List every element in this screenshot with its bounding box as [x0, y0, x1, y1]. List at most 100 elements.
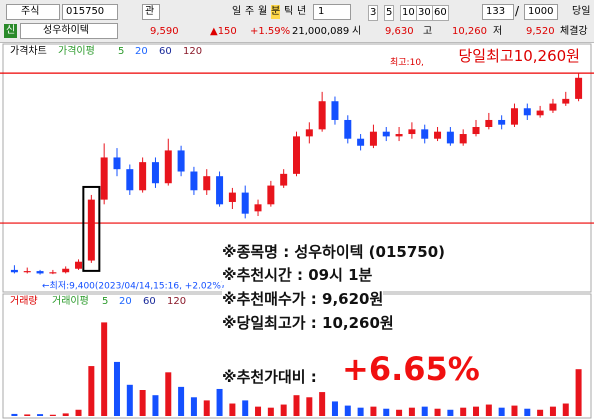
candle-body — [113, 157, 121, 170]
volume-bar — [562, 403, 569, 416]
volume-bar — [62, 413, 69, 416]
period-button[interactable]: 년 — [297, 6, 307, 17]
volume-bar — [113, 361, 120, 416]
volume-bar — [11, 413, 18, 416]
max: 1000 — [528, 6, 554, 17]
candle-body — [382, 131, 390, 137]
volume-bar — [75, 409, 82, 416]
candle-body — [331, 101, 339, 120]
overlay-line: ※추천매수가 : 9,620원 — [222, 288, 384, 309]
candle-body — [459, 134, 467, 144]
volume-bar — [383, 408, 390, 416]
low-label: 저 — [493, 26, 503, 37]
volume-bar — [293, 395, 300, 416]
candle-body — [75, 261, 83, 269]
today-checkbox[interactable]: 당일 — [572, 6, 591, 17]
volume-bar — [152, 395, 159, 416]
volume-bar — [485, 404, 492, 416]
high-marker: 최고:10, — [390, 57, 424, 68]
volume-bar — [280, 404, 287, 416]
volume-bar — [37, 414, 44, 416]
overlay-line: ※추천가대비 : — [222, 366, 317, 387]
candle-body — [280, 173, 288, 186]
candle-body — [126, 169, 134, 191]
period-button[interactable]: 분 — [271, 5, 281, 19]
menu-button[interactable]: 관 — [142, 4, 160, 20]
candle-body — [254, 204, 262, 212]
candle-body — [523, 108, 531, 116]
candle-body — [446, 131, 454, 144]
volume-ma-period: 60 — [143, 296, 156, 307]
interval-button[interactable]: 60 — [432, 5, 449, 21]
period-button[interactable]: 틱 — [284, 6, 294, 17]
candle-body — [23, 271, 31, 273]
unit: 1 — [318, 6, 325, 17]
slash: / — [515, 4, 520, 18]
candle-body — [190, 171, 198, 191]
candle-body — [485, 119, 493, 127]
volume-bar — [88, 366, 95, 416]
low: 9,520 — [526, 26, 555, 37]
candle-body — [267, 185, 275, 205]
code: 015750 — [66, 6, 105, 17]
count-input[interactable]: 133 — [482, 4, 514, 20]
market-select[interactable]: 주식 — [6, 4, 60, 20]
candle-body — [305, 129, 313, 137]
volume-bar — [229, 403, 236, 416]
volume-bar — [460, 407, 467, 416]
tab[interactable]: 체결강 — [560, 26, 588, 37]
volume-bar — [396, 409, 403, 416]
unit-select[interactable]: 1 — [313, 4, 351, 20]
volume-bar — [126, 384, 133, 416]
period-button[interactable]: 일 — [232, 6, 242, 17]
stock-name: 성우하이텍 — [43, 25, 89, 36]
ma-period: 5 — [118, 46, 124, 57]
volume-bar — [216, 388, 223, 416]
volume-bar — [178, 386, 185, 416]
volume-bar — [49, 414, 56, 416]
volume-bar — [498, 407, 505, 416]
volume-bar — [203, 400, 210, 416]
volume-bar — [306, 397, 313, 416]
volume-bar — [267, 407, 274, 416]
volume-bar — [344, 405, 351, 416]
badge: 신 — [4, 24, 18, 38]
high-label: 고 — [423, 26, 433, 37]
change: ▲150 — [210, 26, 237, 37]
rate: +1.59% — [250, 26, 291, 37]
candle-body — [575, 77, 583, 99]
pane-title: 가격차트 — [10, 44, 47, 57]
interval-button[interactable]: 30 — [416, 5, 433, 21]
overlay-line: ※종목명 : 성우하이텍 (015750) — [222, 241, 445, 262]
high: 10,260 — [452, 26, 487, 37]
candle-body — [62, 268, 70, 273]
period-button[interactable]: 주 — [245, 6, 255, 17]
candle-body — [164, 150, 172, 184]
volume-bar — [242, 400, 249, 416]
interval-button[interactable]: 10 — [400, 5, 417, 21]
candle-body — [241, 192, 249, 214]
interval-button[interactable]: 3 — [368, 5, 379, 21]
volume-ma-period: 5 — [102, 296, 108, 307]
max-input[interactable]: 1000 — [524, 4, 558, 20]
candle-body — [139, 162, 147, 191]
volume-bar — [434, 408, 441, 416]
overlay-line: ※당일최고가 : 10,260원 — [222, 312, 394, 333]
candle-body — [151, 162, 159, 184]
candle-body — [369, 131, 377, 146]
signal-box — [82, 185, 101, 272]
candle-body — [536, 110, 544, 116]
volume-bar — [524, 408, 531, 416]
interval-button[interactable]: 5 — [384, 5, 395, 21]
volume-bar — [357, 407, 364, 416]
candle-body — [408, 129, 416, 135]
candle-body — [87, 199, 95, 261]
candle-body — [562, 98, 570, 104]
period-button[interactable]: 월 — [258, 6, 268, 17]
candle-body — [100, 157, 108, 200]
candle-body — [228, 192, 236, 202]
volume-total: 21,000,089 — [292, 26, 350, 37]
candle-body — [434, 131, 442, 139]
overlay-line: ※추천시간 : 09시 1분 — [222, 264, 373, 285]
code-input[interactable]: 015750 — [62, 4, 118, 20]
